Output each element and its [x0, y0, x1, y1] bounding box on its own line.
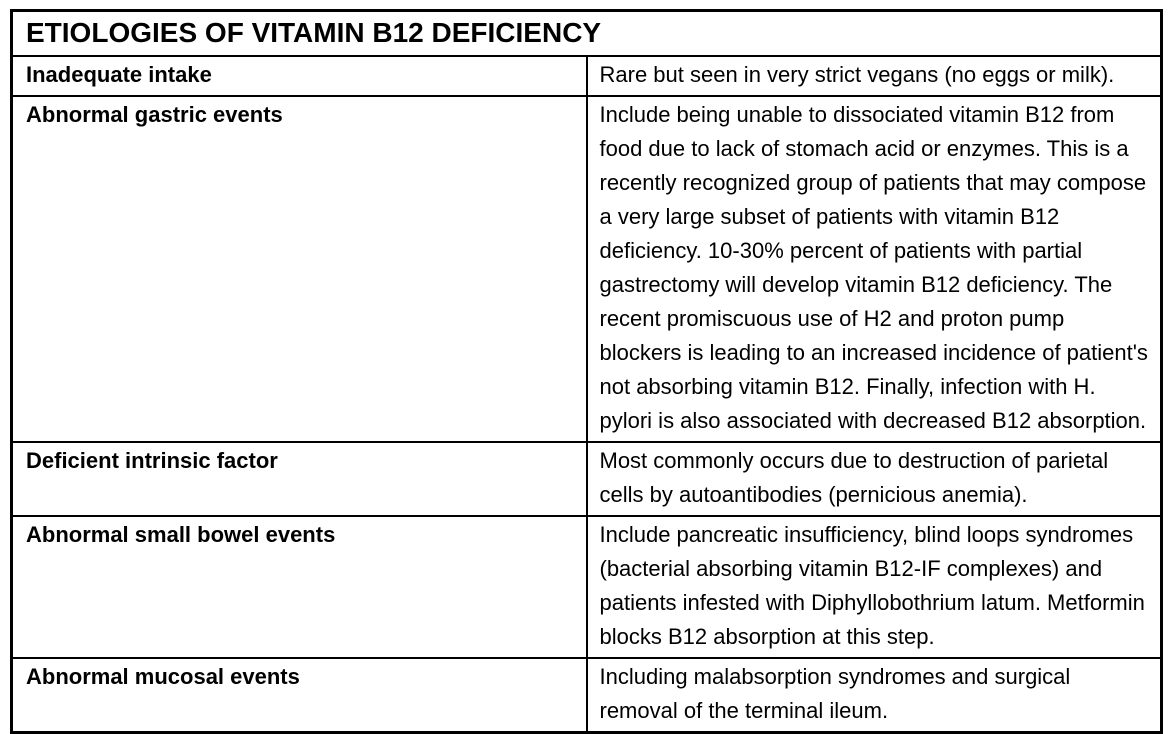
row-label-inadequate-intake: Inadequate intake	[10, 55, 588, 97]
table-row: Abnormal mucosal events Including malabs…	[10, 657, 1163, 734]
row-label-deficient-intrinsic-factor: Deficient intrinsic factor	[10, 441, 588, 517]
document-page: ETIOLOGIES OF VITAMIN B12 DEFICIENCY Ina…	[10, 9, 1163, 734]
table-row: Abnormal gastric events Include being un…	[10, 95, 1163, 443]
table-row: Abnormal small bowel events Include panc…	[10, 515, 1163, 659]
table-title: ETIOLOGIES OF VITAMIN B12 DEFICIENCY	[10, 9, 1163, 57]
row-label-abnormal-gastric-events: Abnormal gastric events	[10, 95, 588, 443]
etiologies-table: ETIOLOGIES OF VITAMIN B12 DEFICIENCY Ina…	[10, 9, 1163, 734]
table-row: Inadequate intake Rare but seen in very …	[10, 55, 1163, 97]
row-description: Including malabsorption syndromes and su…	[585, 657, 1163, 734]
row-description: Include being unable to dissociated vita…	[585, 95, 1163, 443]
row-description: Rare but seen in very strict vegans (no …	[585, 55, 1163, 97]
row-label-abnormal-mucosal-events: Abnormal mucosal events	[10, 657, 588, 734]
table-row: Deficient intrinsic factor Most commonly…	[10, 441, 1163, 517]
row-label-abnormal-small-bowel-events: Abnormal small bowel events	[10, 515, 588, 659]
table-title-row: ETIOLOGIES OF VITAMIN B12 DEFICIENCY	[10, 9, 1163, 57]
row-description: Most commonly occurs due to destruction …	[585, 441, 1163, 517]
row-description: Include pancreatic insufficiency, blind …	[585, 515, 1163, 659]
